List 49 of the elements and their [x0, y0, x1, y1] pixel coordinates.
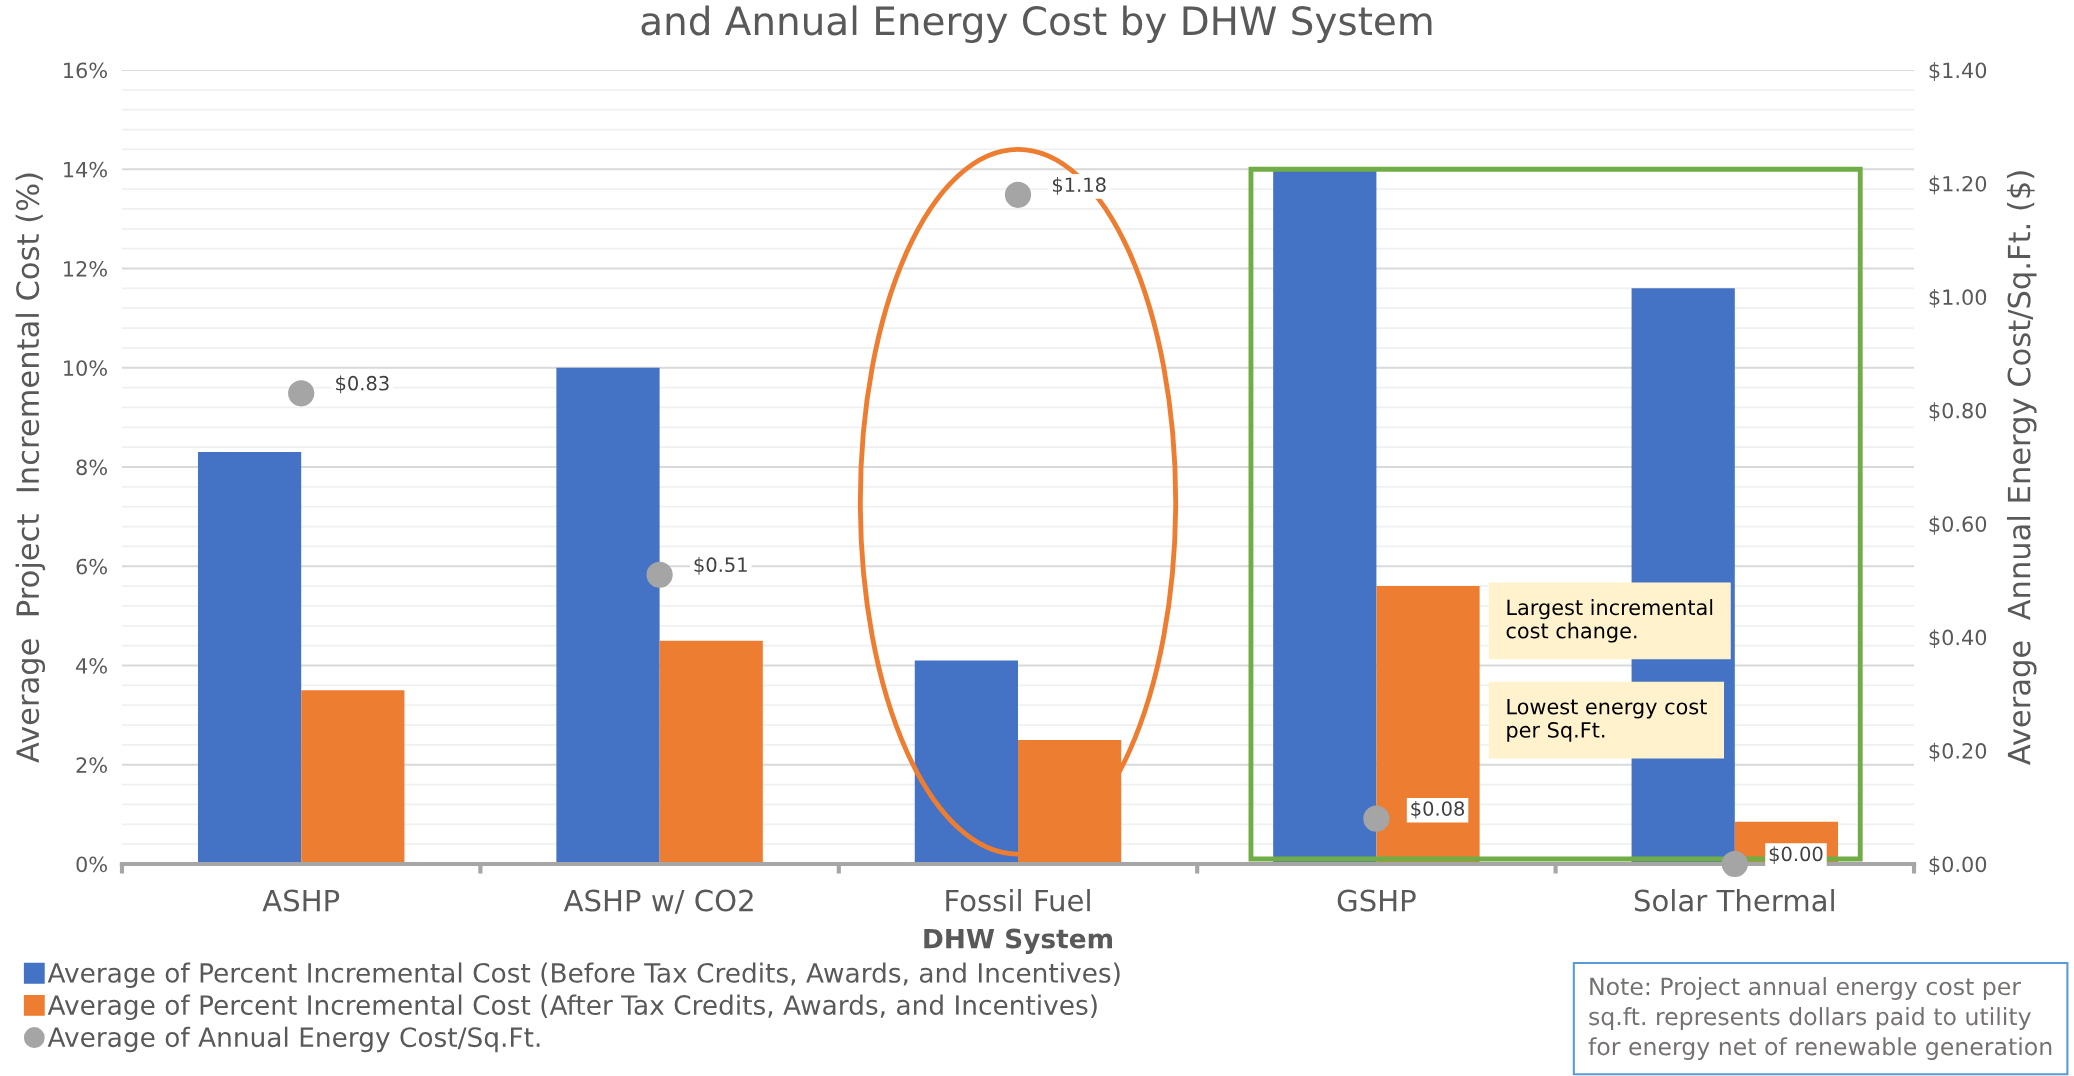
y-tick-label: 12%	[64, 260, 107, 277]
text: Note: Project annual energy cost per sq.ft. represents dollars paid to utility for energy net of renewable generation	[1588, 977, 2052, 1060]
x-tick-label: Fossil Fuel	[946, 889, 1090, 912]
bar	[197, 452, 302, 864]
chart-title: and Annual Energy Cost by DHW System	[641, 5, 1432, 44]
point	[1004, 181, 1032, 208]
bar	[1273, 169, 1377, 864]
y-tick-label: 14%	[64, 161, 107, 178]
y-tick-label: 2%	[76, 757, 107, 773]
y2-tick-label: $0.00	[1929, 856, 1987, 875]
y-tick-label: 16%	[64, 62, 107, 79]
legend-label: Average of Percent Incremental Cost (Before Tax Credits, Awards, and Incentives)	[47, 962, 1120, 988]
y-tick-label: 6%	[76, 558, 107, 575]
bar	[1376, 586, 1480, 864]
legend-label: Average of Annual Energy Cost/Sq.Ft.	[47, 1026, 540, 1053]
bar	[556, 367, 660, 864]
point	[646, 561, 673, 588]
x-tick-label: Solar Thermal	[1634, 889, 1834, 912]
point	[1721, 850, 1748, 878]
y-tick-label: 4%	[76, 657, 107, 674]
x-tick-label: ASHP w/ CO2	[563, 889, 753, 914]
point	[1363, 805, 1390, 832]
y2-tick-label: $1.00	[1929, 288, 1987, 308]
y-tick-label: 0%	[76, 856, 107, 873]
y-axis-title: Average Project Incremental Cost (%)	[15, 173, 46, 763]
annotation: Lowest energy cost per Sq.Ft.	[1507, 698, 1707, 742]
bar	[914, 660, 1018, 864]
y-tick-label: 8%	[76, 459, 107, 476]
y2-tick-label: $0.80	[1929, 402, 1987, 422]
y-tick-label: 10%	[64, 360, 107, 376]
y2-tick-label: $0.60	[1929, 515, 1987, 535]
y2-axis-title: Average Annual Energy Cost/Sq.Ft. ($)	[2006, 171, 2037, 766]
data-label: $0.51	[694, 557, 747, 575]
legend-label: Average of Percent Incremental Cost (After Tax Credits, Awards, and Incentives)	[47, 994, 1097, 1021]
data-label: $1.18	[1052, 177, 1106, 195]
y2-tick-label: $1.40	[1929, 62, 1987, 81]
point	[288, 380, 315, 407]
annotation: Largest incremental cost change.	[1506, 599, 1713, 643]
bar	[659, 640, 763, 864]
bar	[301, 690, 405, 864]
x-tick-label: ASHP	[262, 889, 340, 912]
data-label: $0.08	[1411, 800, 1465, 819]
y2-tick-label: $1.20	[1929, 175, 1987, 195]
x-axis-title: DHW System	[924, 928, 1113, 954]
y2-tick-label: $0.20	[1929, 742, 1987, 762]
data-label: $0.00	[1769, 846, 1823, 864]
x-tick-label: GSHP	[1337, 889, 1416, 912]
y2-tick-label: $0.40	[1929, 629, 1987, 649]
data-label: $0.83	[336, 375, 389, 394]
